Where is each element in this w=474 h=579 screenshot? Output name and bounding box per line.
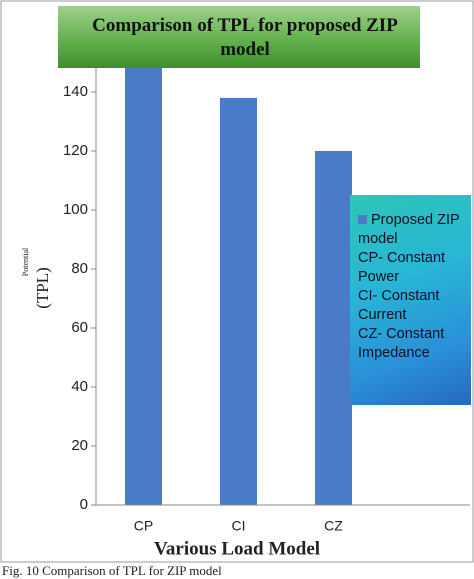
y-tick-label: 80 <box>71 260 88 277</box>
y-tick-label: 0 <box>80 496 88 513</box>
y-tick-label: 100 <box>63 201 88 218</box>
x-tick-label: CP <box>134 518 153 534</box>
legend-note: CI- Constant Current <box>358 288 440 323</box>
legend: Proposed ZIP model CP- Constant Power CI- … <box>350 195 471 405</box>
legend-swatch <box>358 215 367 224</box>
frame <box>0 0 474 563</box>
chart-title: Comparison of TPL for proposed ZIP model <box>58 6 420 68</box>
legend-label: Proposed ZIP model <box>358 212 460 247</box>
y-tick-label: 40 <box>71 378 88 395</box>
y-tick-label: 140 <box>63 83 88 100</box>
bar <box>125 56 162 505</box>
x-tick-label: CI <box>232 518 246 534</box>
y-tick-label: 20 <box>71 437 88 454</box>
legend-entry: Proposed ZIP model <box>358 211 467 249</box>
legend-note: CZ- Constant Impedance <box>358 326 445 361</box>
bar <box>220 97 257 506</box>
y-axis-label-prefix: Potential <box>21 247 30 276</box>
y-tick-label: 60 <box>71 319 88 336</box>
x-tick-label: CZ <box>324 518 343 534</box>
bar <box>315 151 352 505</box>
legend-note: CP- Constant Power <box>358 250 446 285</box>
caption: Fig. 10 Comparison of TPL for ZIP model <box>2 563 222 578</box>
x-axis-label: Various Load Model <box>154 538 320 559</box>
y-tick-label: 120 <box>63 142 88 159</box>
y-axis-label: (TPL) <box>33 267 52 309</box>
